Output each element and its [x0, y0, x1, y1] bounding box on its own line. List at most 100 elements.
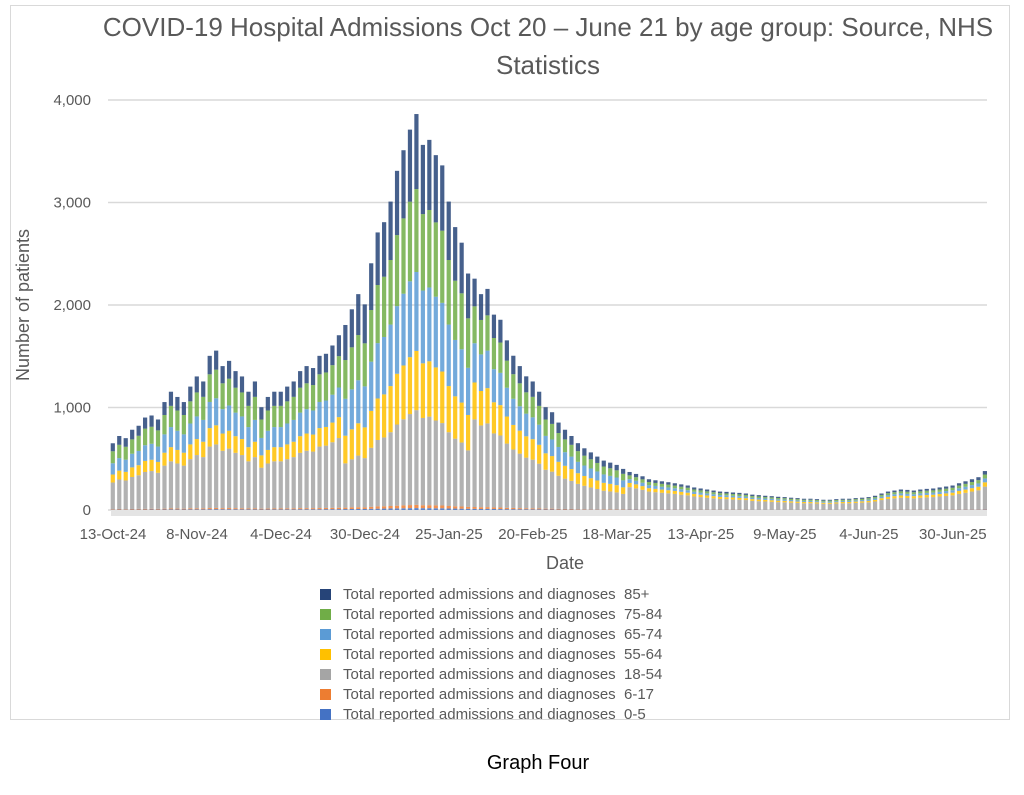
bar-segment — [982, 486, 987, 510]
bar-segment — [711, 494, 716, 497]
bar-segment — [375, 232, 380, 286]
bar-segment — [414, 114, 419, 190]
bar-segment — [143, 428, 148, 446]
bar-segment — [175, 463, 180, 509]
bar-segment — [143, 508, 148, 510]
bar-segment — [478, 294, 484, 320]
bar-segment — [317, 446, 322, 509]
bar-segment — [575, 473, 581, 484]
bar-segment — [860, 501, 865, 503]
bar-segment — [543, 509, 548, 510]
bar-segment — [905, 491, 910, 494]
bar-segment — [905, 489, 910, 492]
bar-segment — [937, 487, 942, 490]
bar-segment — [446, 201, 451, 261]
bar-segment — [259, 509, 264, 510]
bar-segment — [382, 336, 387, 395]
bar-segment — [388, 432, 393, 507]
bar-segment — [336, 507, 341, 510]
bar-segment — [433, 155, 438, 223]
bar-segment — [976, 486, 981, 491]
bar-segment — [459, 442, 464, 507]
bar-segment — [349, 429, 354, 460]
bar-segment — [582, 475, 587, 486]
bar-segment — [963, 492, 968, 510]
bar-segment — [517, 508, 522, 510]
bar-segment — [524, 457, 529, 509]
bar-segment — [511, 374, 516, 399]
bar-segment — [582, 448, 587, 456]
bar-segment — [291, 457, 296, 509]
bar-segment — [369, 263, 374, 311]
bar-segment — [918, 489, 923, 492]
bar-segment — [433, 296, 438, 368]
bar-segment — [427, 139, 432, 210]
bar-segment — [259, 455, 264, 468]
bar-segment — [956, 483, 962, 486]
bar-segment — [569, 480, 574, 509]
bar-segment — [382, 508, 387, 510]
bar-segment — [246, 391, 251, 406]
bar-segment — [498, 319, 503, 343]
bar-segment — [162, 402, 167, 415]
bar-segment — [685, 495, 690, 510]
bar-segment — [440, 508, 445, 510]
bar-segment — [123, 480, 128, 510]
bar-segment — [491, 507, 497, 509]
y-tick-label: 0 — [83, 502, 91, 519]
bar-segment — [233, 436, 238, 453]
bar-segment — [543, 508, 548, 510]
legend-label: Total reported admissions and diagnoses … — [343, 705, 646, 723]
bar-segment — [272, 405, 277, 428]
bar-segment — [776, 498, 781, 500]
bar-segment — [653, 488, 658, 493]
bar-segment — [872, 498, 878, 500]
bar-segment — [291, 381, 296, 397]
bar-segment — [537, 444, 542, 464]
bar-segment — [330, 422, 335, 443]
bar-segment — [756, 499, 761, 502]
bar-segment — [226, 509, 232, 510]
bar-segment — [595, 462, 600, 472]
bar-segment — [840, 502, 845, 504]
bar-segment — [369, 447, 374, 507]
bar-segment — [110, 474, 115, 483]
bar-segment — [349, 389, 354, 430]
bar-segment — [401, 218, 406, 294]
bar-segment — [362, 386, 367, 428]
bar-segment — [653, 480, 658, 483]
bar-segment — [401, 150, 406, 219]
bar-segment — [717, 493, 723, 496]
bar-segment — [982, 482, 987, 487]
bar-segment — [420, 290, 425, 364]
bar-segment — [705, 495, 710, 498]
bar-segment — [918, 491, 923, 494]
bar-segment — [304, 433, 309, 451]
bar-segment — [323, 353, 329, 373]
bar-segment — [776, 502, 781, 510]
bar-segment — [246, 508, 251, 510]
bar-segment — [110, 451, 115, 464]
bar-segment — [453, 508, 458, 510]
bar-segment — [950, 492, 955, 496]
bar-segment — [504, 416, 509, 444]
bar-segment — [188, 423, 193, 445]
legend-label: Total reported admissions and diagnoses … — [343, 665, 663, 683]
bar-segment — [698, 490, 703, 493]
bar-segment — [918, 493, 923, 496]
bar-segment — [924, 495, 929, 498]
bar-segment — [685, 490, 690, 493]
bar-segment — [382, 222, 387, 277]
bar-segment — [711, 498, 716, 510]
bar-segment — [672, 483, 677, 486]
bar-segment — [491, 314, 497, 339]
bar-segment — [969, 482, 975, 486]
bar-segment — [653, 482, 658, 486]
bar-segment — [407, 505, 413, 509]
bar-segment — [427, 416, 432, 506]
bar-segment — [976, 483, 981, 487]
bar-segment — [595, 456, 600, 463]
bar-segment — [931, 490, 936, 493]
bar-segment — [633, 480, 639, 485]
bar-segment — [776, 499, 781, 501]
